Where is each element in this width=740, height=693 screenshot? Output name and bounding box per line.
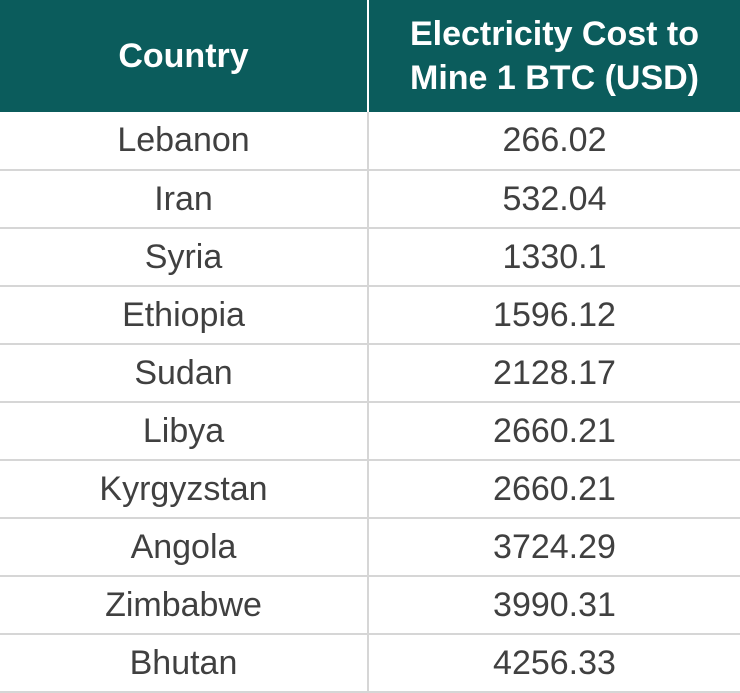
country-cell: Sudan [0, 344, 369, 403]
country-cell: Kyrgyzstan [0, 460, 369, 519]
cost-cell: 1330.1 [368, 228, 740, 287]
cost-cell: 532.04 [368, 170, 740, 229]
table-row: Syria 1330.1 [0, 228, 740, 287]
column-header-country: Country [0, 0, 369, 112]
table-row: Libya 2660.21 [0, 402, 740, 461]
column-header-electricity-cost: Electricity Cost to Mine 1 BTC (USD) [368, 0, 740, 112]
table-row: Bhutan 4256.33 [0, 634, 740, 693]
table-body: Lebanon 266.02 Iran 532.04 Syria 1330.1 … [0, 112, 740, 693]
country-cell: Zimbabwe [0, 576, 369, 635]
table-row: Zimbabwe 3990.31 [0, 576, 740, 635]
country-cell: Ethiopia [0, 286, 369, 345]
table-row: Iran 532.04 [0, 170, 740, 229]
table-row: Ethiopia 1596.12 [0, 286, 740, 345]
country-cell: Libya [0, 402, 369, 461]
cost-cell: 3724.29 [368, 518, 740, 577]
cost-cell: 3990.31 [368, 576, 740, 635]
country-cell: Syria [0, 228, 369, 287]
table-header-row: Country Electricity Cost to Mine 1 BTC (… [0, 0, 740, 112]
cost-cell: 1596.12 [368, 286, 740, 345]
table-row: Sudan 2128.17 [0, 344, 740, 403]
country-cell: Bhutan [0, 634, 369, 693]
table-row: Lebanon 266.02 [0, 112, 740, 171]
cost-cell: 2660.21 [368, 460, 740, 519]
table-row: Angola 3724.29 [0, 518, 740, 577]
country-cell: Lebanon [0, 112, 369, 171]
cost-cell: 266.02 [368, 112, 740, 171]
cost-cell: 2660.21 [368, 402, 740, 461]
country-cell: Iran [0, 170, 369, 229]
table-row: Kyrgyzstan 2660.21 [0, 460, 740, 519]
country-cell: Angola [0, 518, 369, 577]
cost-cell: 2128.17 [368, 344, 740, 403]
cost-cell: 4256.33 [368, 634, 740, 693]
